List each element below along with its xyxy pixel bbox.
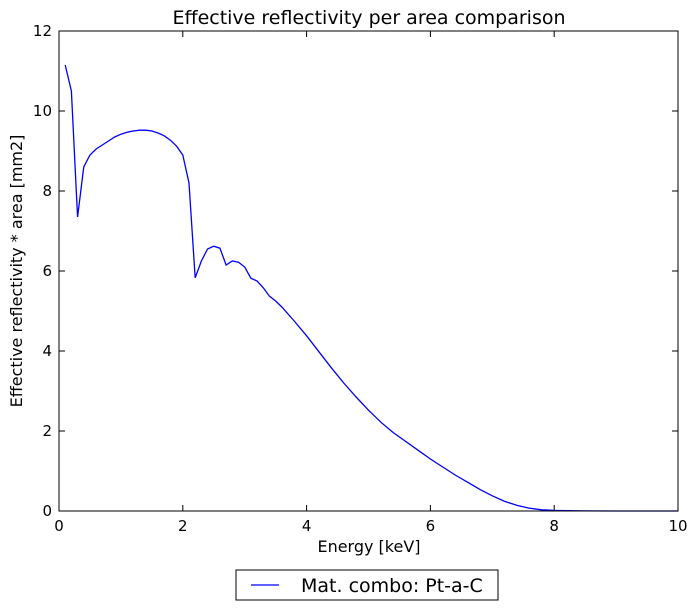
- x-axis-label: Energy [keV]: [317, 537, 420, 556]
- plot-frame: [58, 30, 679, 512]
- chart-title: Effective reflectivity per area comparis…: [172, 7, 565, 29]
- x-axis: 0 2 4 6 8 10: [54, 31, 688, 535]
- y-axis: 0 2 4 6 8 10 12: [33, 22, 678, 520]
- x-tick-label: 4: [302, 517, 312, 535]
- x-tick-label: 6: [426, 517, 436, 535]
- y-tick-label: 4: [42, 342, 52, 360]
- legend: Mat. combo: Pt-a-C: [235, 569, 499, 601]
- y-tick-label: 6: [42, 262, 52, 280]
- x-tick-label: 10: [668, 517, 687, 535]
- y-tick-label: 2: [42, 422, 52, 440]
- legend-box: [235, 569, 499, 601]
- y-tick-label: 8: [42, 182, 52, 200]
- legend-label: Mat. combo: Pt-a-C: [301, 575, 483, 597]
- plot-area: [64, 64, 678, 512]
- y-tick-label: 10: [33, 102, 52, 120]
- x-tick-label: 8: [549, 517, 559, 535]
- y-tick-label: 0: [42, 502, 52, 520]
- x-tick-label: 2: [178, 517, 188, 535]
- series-line-0: [64, 64, 678, 512]
- y-axis-label: Effective reflectivity * area [mm2]: [7, 135, 26, 408]
- x-tick-label: 0: [54, 517, 64, 535]
- y-tick-label: 12: [33, 22, 52, 40]
